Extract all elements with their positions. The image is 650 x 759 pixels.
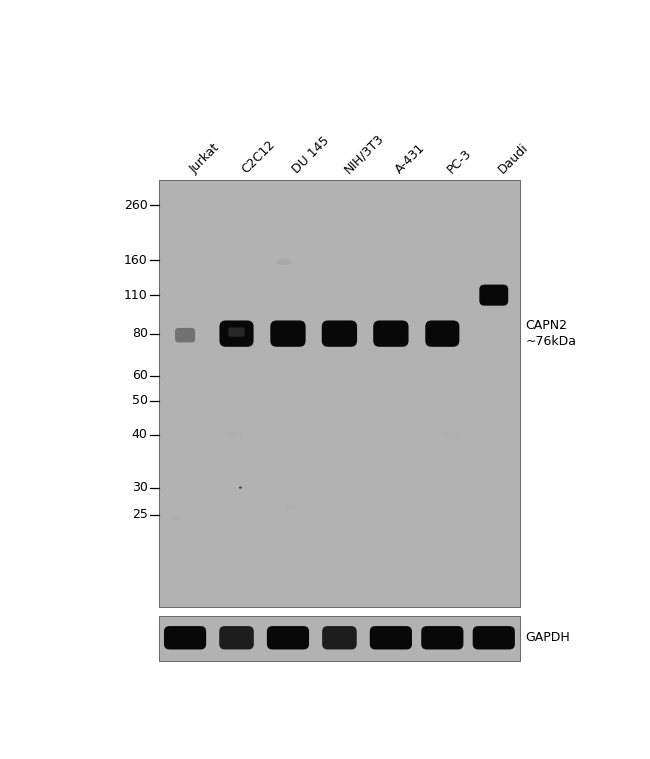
Bar: [159, 180, 519, 607]
Ellipse shape: [239, 487, 242, 489]
Text: Jurkat: Jurkat: [187, 141, 222, 176]
Text: 60: 60: [132, 370, 148, 383]
Bar: [159, 616, 519, 661]
Text: PC-3: PC-3: [445, 146, 474, 176]
FancyBboxPatch shape: [425, 320, 460, 347]
FancyBboxPatch shape: [175, 328, 195, 342]
Text: 50: 50: [132, 394, 148, 407]
FancyBboxPatch shape: [229, 327, 244, 337]
FancyBboxPatch shape: [219, 626, 254, 650]
FancyBboxPatch shape: [479, 285, 508, 306]
Text: CAPN2
~76kDa: CAPN2 ~76kDa: [526, 319, 577, 348]
Text: GAPDH: GAPDH: [526, 631, 571, 644]
FancyBboxPatch shape: [421, 626, 463, 650]
FancyBboxPatch shape: [220, 320, 254, 347]
Ellipse shape: [276, 259, 292, 265]
Text: 110: 110: [124, 288, 148, 301]
Text: C2C12: C2C12: [239, 137, 277, 176]
Text: DU 145: DU 145: [291, 134, 332, 176]
FancyBboxPatch shape: [267, 626, 309, 650]
Text: 260: 260: [124, 199, 148, 212]
Text: Daudi: Daudi: [496, 140, 531, 176]
FancyBboxPatch shape: [322, 320, 357, 347]
Ellipse shape: [224, 431, 241, 439]
FancyBboxPatch shape: [270, 320, 306, 347]
FancyBboxPatch shape: [322, 626, 357, 650]
Text: 160: 160: [124, 254, 148, 267]
Text: 80: 80: [132, 327, 148, 340]
FancyBboxPatch shape: [373, 320, 409, 347]
Ellipse shape: [174, 516, 181, 521]
Text: A-431: A-431: [393, 141, 428, 176]
Text: 30: 30: [132, 481, 148, 494]
FancyBboxPatch shape: [370, 626, 412, 650]
Ellipse shape: [441, 431, 459, 439]
Text: 40: 40: [132, 428, 148, 441]
FancyBboxPatch shape: [164, 626, 206, 650]
Ellipse shape: [287, 504, 297, 509]
FancyBboxPatch shape: [473, 626, 515, 650]
Text: NIH/3T3: NIH/3T3: [342, 131, 386, 176]
Text: 25: 25: [132, 508, 148, 521]
